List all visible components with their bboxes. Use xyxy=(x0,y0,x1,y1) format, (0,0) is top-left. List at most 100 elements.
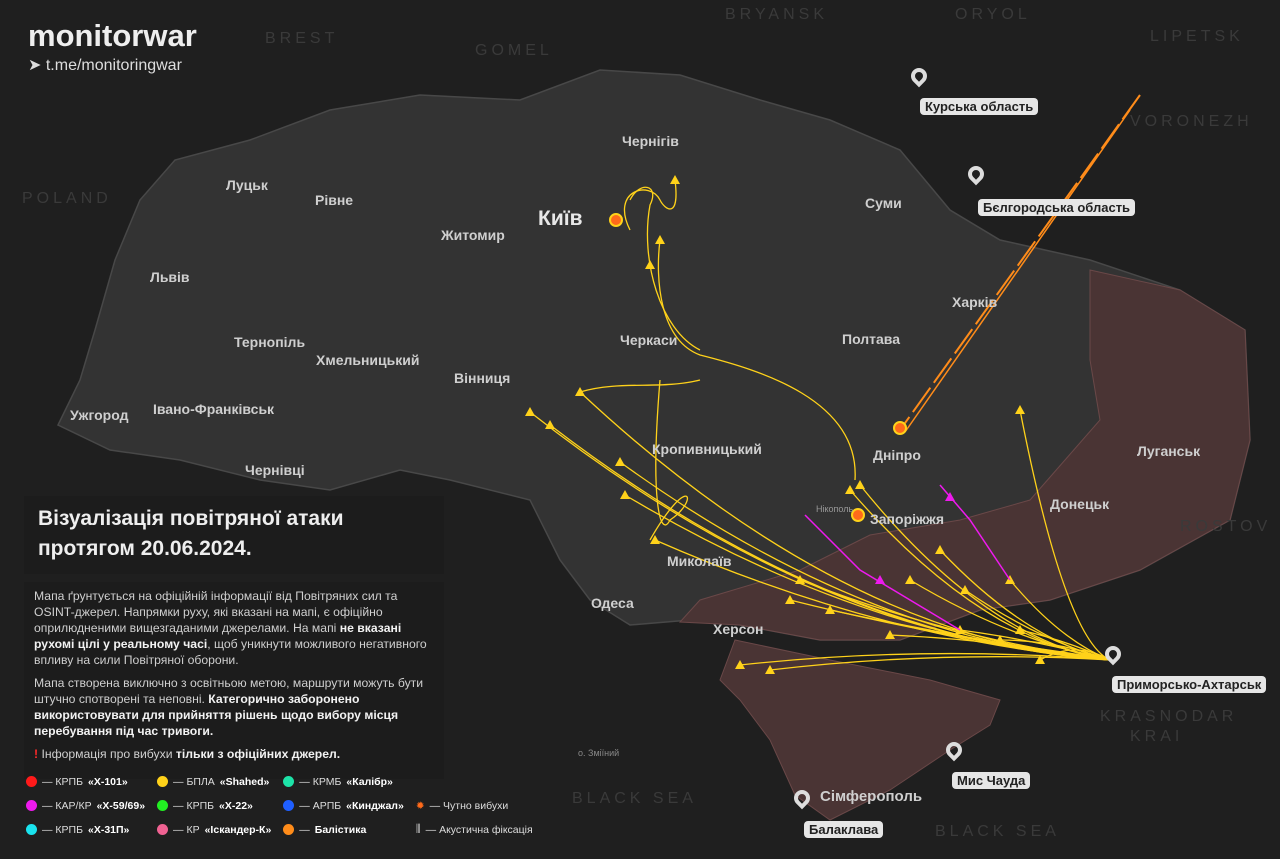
city-label: Харків xyxy=(952,294,998,310)
route-arrow-icon xyxy=(545,420,555,429)
shahed-route xyxy=(657,239,856,481)
route-arrow-icon xyxy=(960,585,970,594)
city-label: Житомир xyxy=(441,227,505,243)
legend-label: — Акустична фіксація xyxy=(425,823,533,836)
legend-color-dot-icon xyxy=(26,824,37,835)
region-label: VORONEZH xyxy=(1130,113,1253,130)
legend-color-dot-icon xyxy=(26,776,37,787)
city-label: Суми xyxy=(865,195,902,211)
island-label: о. Зміїний xyxy=(578,748,620,758)
kh59-route xyxy=(804,514,961,631)
telegram-link[interactable]: ➤ t.me/monitoringwar xyxy=(28,55,182,75)
explosion-icon xyxy=(893,421,907,435)
shahed-route xyxy=(859,484,1111,661)
city-label: Нікополь xyxy=(816,504,854,514)
city-label: Донецьк xyxy=(1050,496,1110,512)
route-arrow-icon xyxy=(655,235,665,244)
route-arrow-icon xyxy=(650,535,660,544)
legend-weapon-name: «Кинджал» xyxy=(346,799,404,812)
city-label: Херсон xyxy=(713,621,764,637)
region-label: ORYOL xyxy=(955,6,1031,23)
explosion-icon xyxy=(851,508,865,522)
route-arrow-icon xyxy=(735,660,745,669)
city-label: Черкаси xyxy=(620,332,678,348)
route-arrow-icon xyxy=(1035,655,1045,664)
shahed-route xyxy=(964,589,1111,661)
city-label: Чернігів xyxy=(622,133,679,149)
legend-label: — КРПБ xyxy=(42,775,83,788)
route-arrow-icon xyxy=(875,575,885,584)
region-label: BRYANSK xyxy=(725,6,828,23)
explosion-icon xyxy=(609,213,623,227)
city-label: Ужгород xyxy=(70,407,129,423)
disclaimer-text: Мапа створена виключно з освітньою метою… xyxy=(34,676,424,706)
legend-weapon-name: «Х-101» xyxy=(87,775,128,788)
city-label: Одеса xyxy=(591,595,634,611)
route-arrow-icon xyxy=(765,665,775,674)
region-label: LIPETSK xyxy=(1150,28,1244,45)
route-arrow-icon xyxy=(945,492,955,501)
route-arrow-icon xyxy=(935,545,945,554)
route-arrow-icon xyxy=(825,605,835,614)
legend-weapon-name: «Іскандер-К» xyxy=(204,823,272,836)
route-arrow-icon xyxy=(1015,405,1025,414)
legend-label: — КАР/КР xyxy=(42,799,92,812)
shahed-route xyxy=(649,379,689,541)
legend-label: — АРПБ xyxy=(299,799,342,812)
route-arrow-icon xyxy=(670,175,680,184)
region-label: GOMEL xyxy=(475,42,553,59)
shahed-route xyxy=(739,652,1111,666)
region-label: BLACK SEA xyxy=(935,823,1060,840)
shahed-route xyxy=(623,179,677,231)
route-arrow-icon xyxy=(620,490,630,499)
legend-weapon-name: «Х-31П» xyxy=(87,823,130,836)
region-label: BREST xyxy=(265,30,339,47)
city-label: Дніпро xyxy=(873,447,921,463)
route-arrow-icon xyxy=(785,595,795,604)
disclaimer-text: Мапа ґрунтується на офіційній інформації… xyxy=(34,589,398,635)
legend-item: — КРПБ «Х-101» xyxy=(26,774,145,789)
route-arrow-icon xyxy=(795,575,805,584)
legend-item: ⫼ — Акустична фіксація xyxy=(416,822,533,837)
city-label: Івано-Франківськ xyxy=(153,401,275,417)
disclaimer-bold: тільки з офіційних джерел. xyxy=(175,747,341,761)
legend-color-dot-icon xyxy=(157,824,169,835)
ballistic-route xyxy=(904,109,1131,433)
route-arrow-icon xyxy=(525,407,535,416)
legend-item: — КР «Іскандер-К» xyxy=(157,822,271,837)
sound-wave-icon: ⫼ xyxy=(415,823,421,835)
shahed-route xyxy=(654,539,1111,661)
legend-item: — КРПБ «Х-22» xyxy=(157,798,271,813)
legend-label: — Чутно вибухи xyxy=(429,799,509,812)
legend-item: — КРМБ «Калібр» xyxy=(283,774,404,789)
legend-weapon-name: «Shahed» xyxy=(219,775,270,788)
telegram-icon: ➤ xyxy=(28,57,46,74)
shahed-route xyxy=(829,609,1111,661)
legend-item: — БПЛА «Shahed» xyxy=(157,774,271,789)
shahed-route xyxy=(769,656,1111,671)
title-line-1: Візуалізація повітряної атаки xyxy=(38,507,344,530)
disclaimer-text: Інформація про вибухи xyxy=(41,747,176,761)
title-box: Візуалізація повітряної атаки протягом 2… xyxy=(24,496,444,574)
legend-color-dot-icon xyxy=(26,800,37,811)
exclamation-icon: ! xyxy=(34,747,39,761)
route-arrow-icon xyxy=(645,260,655,269)
ballistic-route xyxy=(899,94,1141,431)
legend-label: — xyxy=(299,823,310,836)
route-arrow-icon xyxy=(905,575,915,584)
legend-weapon-name: «Калібр» xyxy=(346,775,393,788)
shahed-route xyxy=(1019,409,1111,661)
city-label: Львів xyxy=(150,269,190,285)
legend-label: — КР xyxy=(173,823,200,836)
region-label: BLACK SEA xyxy=(572,790,697,807)
city-label: Сімферополь xyxy=(820,788,923,805)
launch-point-label: Курська область xyxy=(920,98,1039,115)
route-arrow-icon xyxy=(855,480,865,489)
region-label: KRASNODAR xyxy=(1100,708,1238,725)
city-kyiv: Київ xyxy=(538,207,583,230)
city-label: Хмельницький xyxy=(316,352,420,368)
crimea xyxy=(719,639,1001,821)
city-label: Миколаїв xyxy=(667,553,732,569)
shahed-route xyxy=(579,379,701,393)
occupied-territory xyxy=(678,269,1251,641)
